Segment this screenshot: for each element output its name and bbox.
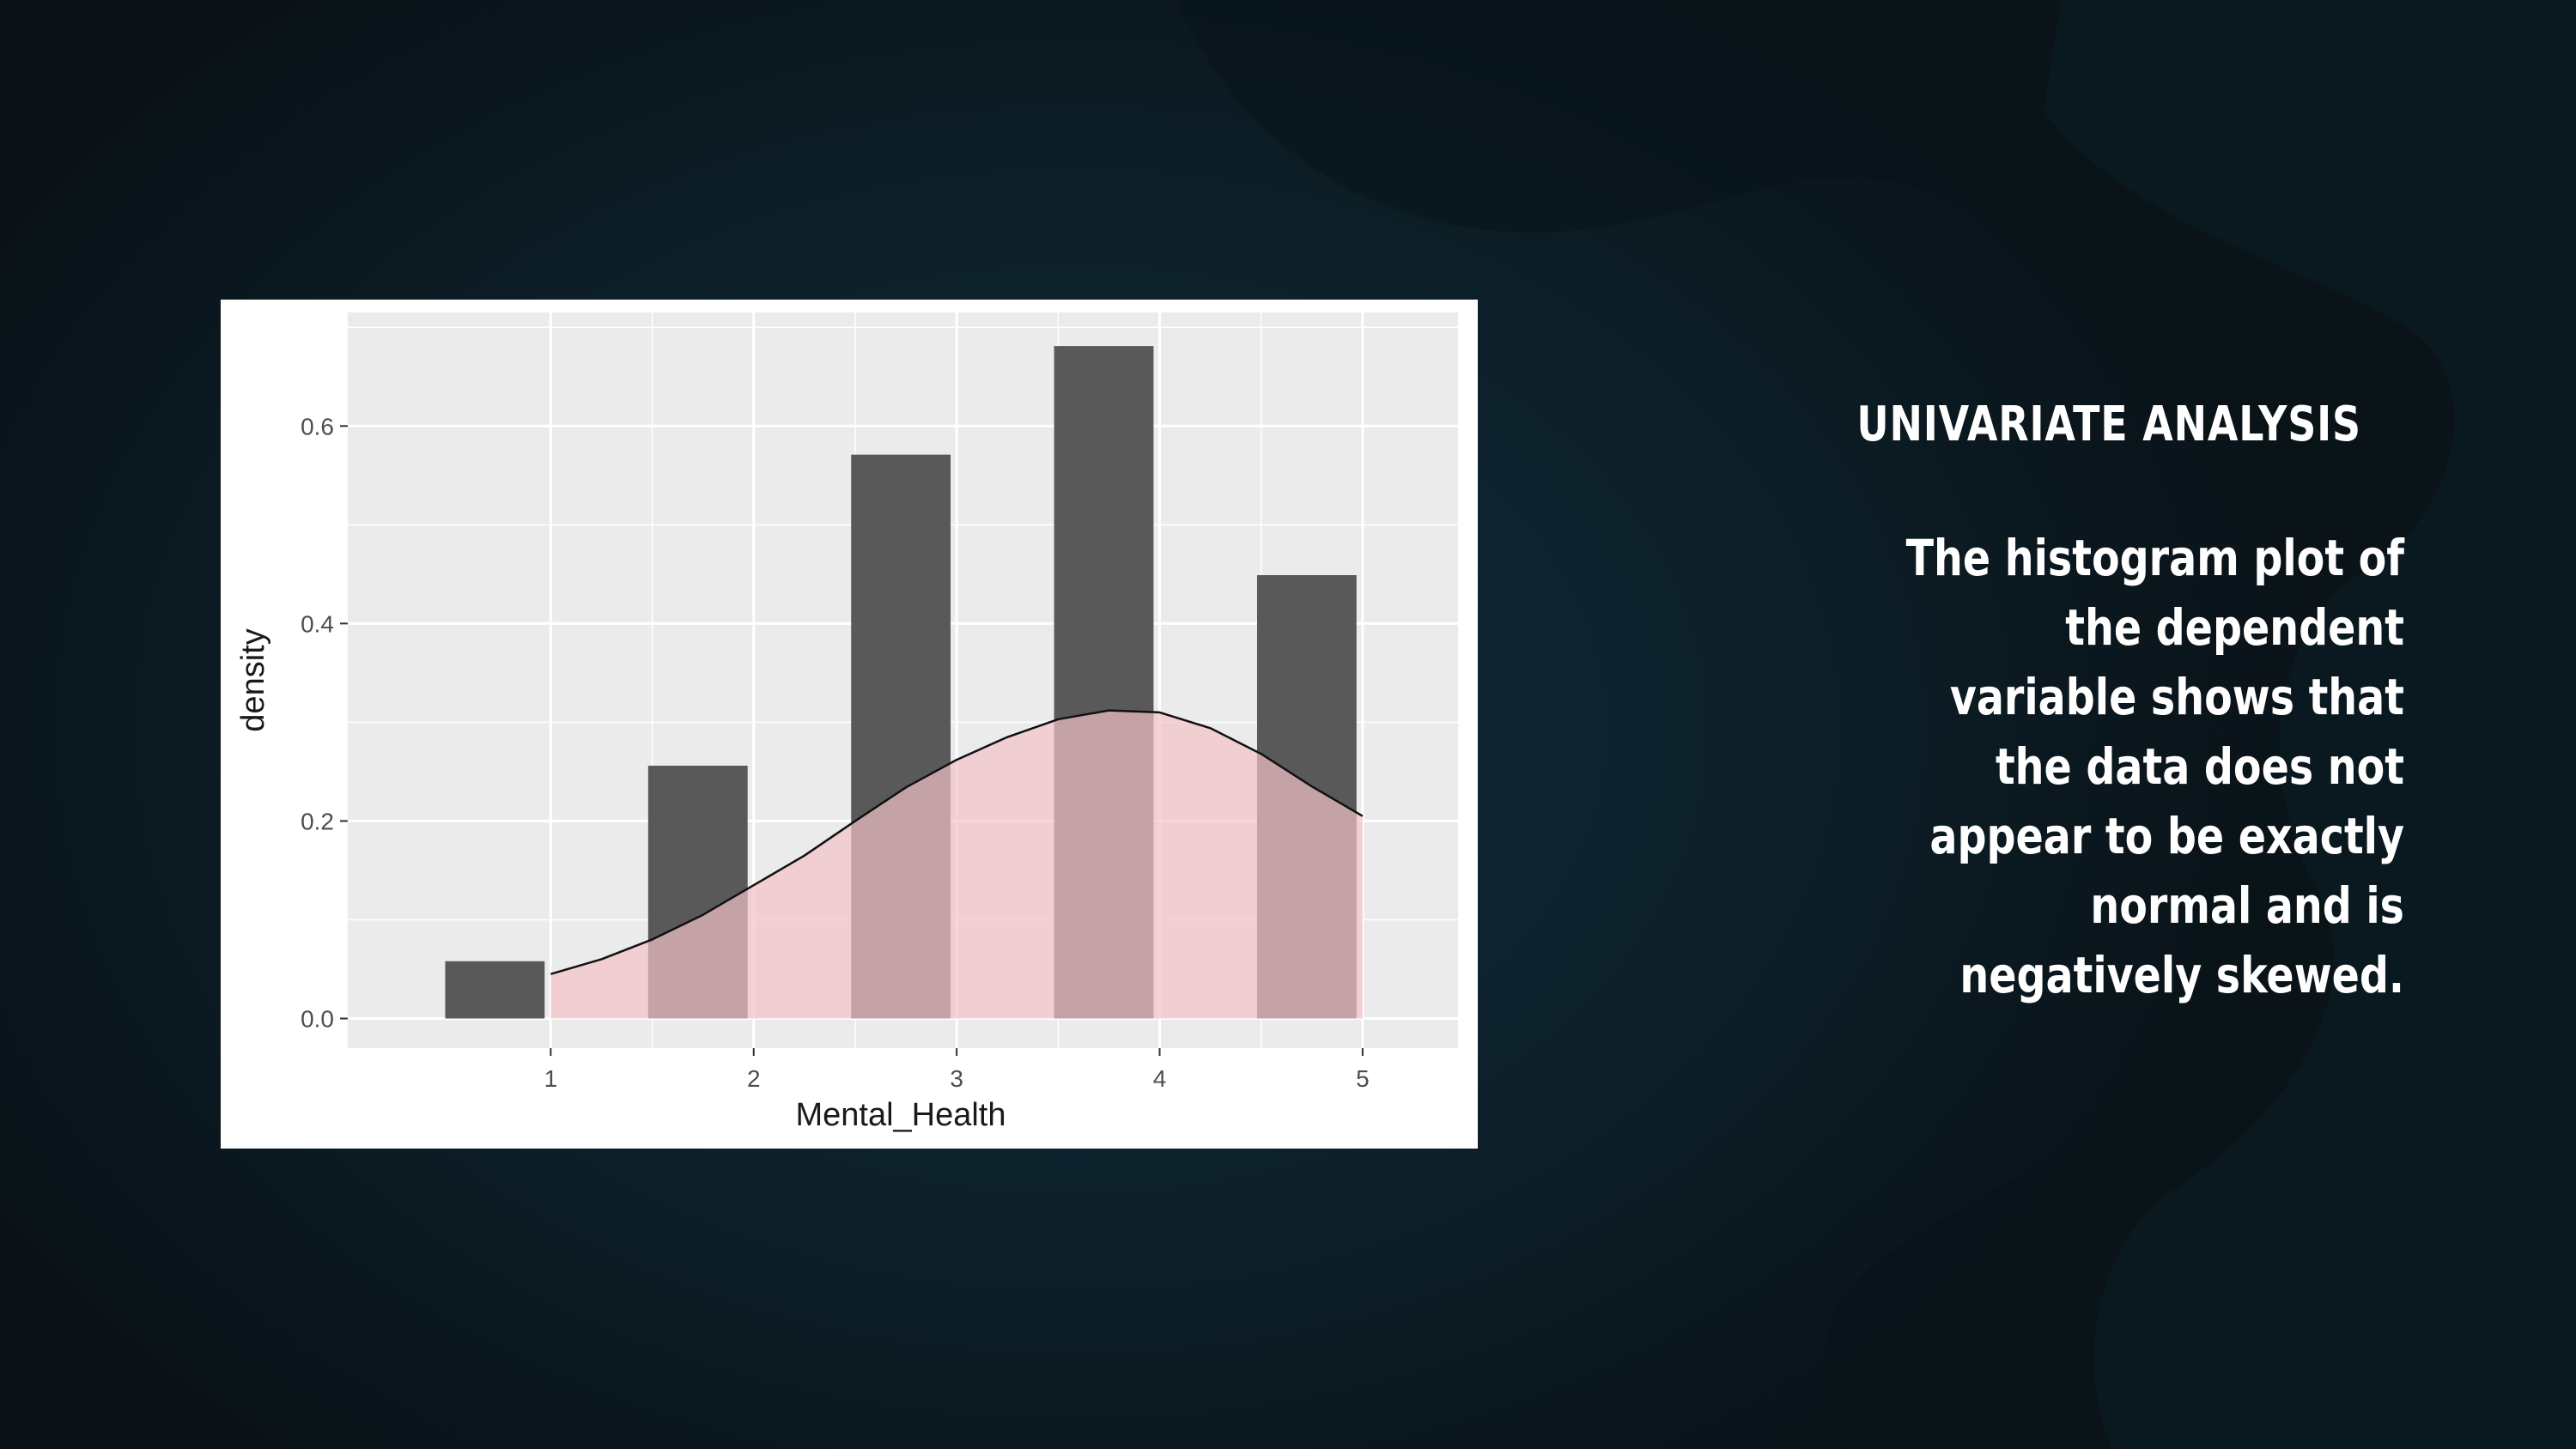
chart-panel: 1 2 3 4 5 0.0 0.2 0.4 0.6 Mental_Health density <box>221 300 1478 1149</box>
tick-layer: 1 2 3 4 5 0.0 0.2 0.4 0.6 <box>301 413 1370 1092</box>
y-tick-label: 0.4 <box>301 610 334 637</box>
y-tick-label: 0.2 <box>301 808 334 834</box>
x-tick-label: 1 <box>544 1065 558 1092</box>
x-tick-label: 2 <box>747 1065 761 1092</box>
y-tick-label: 0.6 <box>301 413 334 440</box>
bg-blob-right-inner <box>2044 0 2576 1449</box>
x-tick-label: 4 <box>1153 1065 1167 1092</box>
y-tick-label: 0.0 <box>301 1005 334 1032</box>
histogram-chart: 1 2 3 4 5 0.0 0.2 0.4 0.6 Mental_Health density <box>235 312 1458 1133</box>
text-block: UNIVARIATE ANALYSIS The histogram plot o… <box>1752 395 2404 1010</box>
slide-heading: UNIVARIATE ANALYSIS <box>1856 397 2361 452</box>
x-tick-label: 3 <box>950 1065 963 1092</box>
slide-body-text: The histogram plot of the dependent vari… <box>1905 529 2404 1004</box>
histogram-bar <box>445 961 545 1019</box>
density-layer <box>550 709 1364 1019</box>
density-area <box>550 710 1363 1019</box>
x-axis-title: Mental_Health <box>795 1097 1005 1133</box>
x-tick-label: 5 <box>1356 1065 1370 1092</box>
y-axis-title: density <box>235 628 271 731</box>
bg-blob-right <box>1176 0 2576 1449</box>
density-line <box>550 709 1364 975</box>
